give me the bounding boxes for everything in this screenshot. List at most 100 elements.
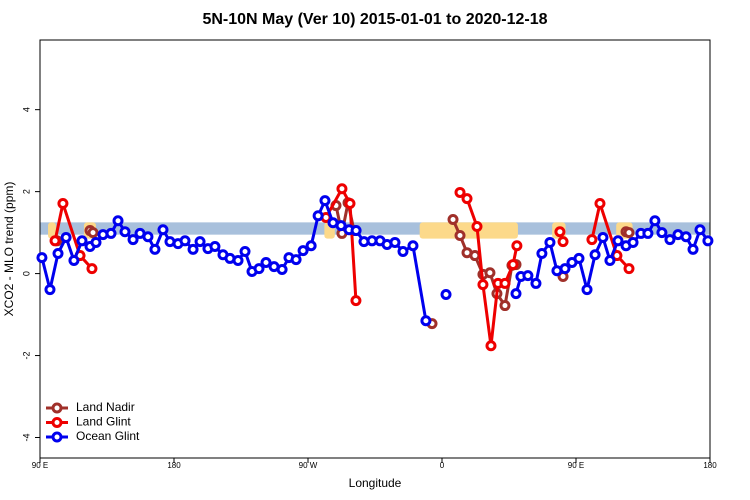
point <box>594 198 606 210</box>
point <box>60 232 72 244</box>
point <box>209 241 221 253</box>
point <box>297 245 309 257</box>
point <box>623 263 635 275</box>
point <box>319 195 331 207</box>
series-line <box>89 202 630 310</box>
point <box>573 252 585 264</box>
point <box>105 227 117 239</box>
point <box>87 227 99 239</box>
point <box>604 254 616 266</box>
x-tick-label: 180 <box>703 461 717 470</box>
point <box>36 252 48 264</box>
point <box>397 245 409 257</box>
point <box>656 227 668 239</box>
point <box>420 315 432 327</box>
point <box>407 240 419 252</box>
x-axis-label: Longitude <box>349 476 402 490</box>
point <box>350 295 362 307</box>
point <box>694 224 706 236</box>
point <box>702 235 714 247</box>
point <box>469 250 481 262</box>
point <box>499 300 511 312</box>
point <box>157 224 169 236</box>
x-tick-label: 90 E <box>32 461 48 470</box>
point <box>557 236 569 248</box>
point <box>454 229 466 241</box>
plot-frame <box>39 39 711 459</box>
point <box>484 267 496 279</box>
point <box>52 248 64 260</box>
point <box>627 236 639 248</box>
x-tick-label: 90 E <box>568 461 584 470</box>
point <box>276 263 288 275</box>
point <box>554 226 566 238</box>
y-tick-label: -4 <box>21 434 31 442</box>
x-tick-label: 180 <box>167 461 181 470</box>
point <box>290 254 302 266</box>
point <box>522 270 534 282</box>
point <box>312 210 324 222</box>
point <box>119 226 131 238</box>
x-tick-label: 90 W <box>299 461 318 470</box>
point <box>589 249 601 261</box>
point <box>581 284 593 296</box>
point <box>510 288 522 300</box>
x-tick-label: 0 <box>440 461 445 470</box>
y-tick-label: 0 <box>21 271 31 276</box>
point <box>485 340 497 352</box>
point <box>194 236 206 248</box>
point <box>664 234 676 246</box>
point <box>507 259 519 271</box>
point <box>447 213 459 225</box>
y-tick-label: -2 <box>21 352 31 360</box>
point <box>86 263 98 275</box>
y-tick-label: 2 <box>21 189 31 194</box>
y-axis-label: XCO2 - MLO trend (ppm) <box>2 182 16 317</box>
point <box>90 236 102 248</box>
point <box>454 186 466 198</box>
point <box>440 288 452 300</box>
chart-title: 5N-10N May (Ver 10) 2015-01-01 to 2020-1… <box>202 11 547 28</box>
legend-label: Land Nadir <box>76 400 135 414</box>
highlight <box>419 222 518 239</box>
point <box>623 227 635 239</box>
point <box>680 231 692 243</box>
point <box>149 243 161 255</box>
point <box>336 183 348 195</box>
point <box>649 215 661 227</box>
point <box>253 263 265 275</box>
point <box>239 245 251 257</box>
point <box>127 234 139 246</box>
point <box>112 215 124 227</box>
point <box>471 220 483 232</box>
legend-marker <box>51 431 63 443</box>
point <box>461 193 473 205</box>
point <box>260 257 272 269</box>
y-tick-label: 4 <box>21 107 31 112</box>
point <box>559 263 571 275</box>
point <box>68 254 80 266</box>
point <box>350 225 362 237</box>
series-line <box>53 185 631 346</box>
band <box>40 222 710 235</box>
legend-marker <box>51 417 63 428</box>
point <box>232 254 244 266</box>
point <box>586 234 598 246</box>
point <box>687 243 699 255</box>
point <box>179 235 191 247</box>
point <box>544 236 556 248</box>
point <box>389 236 401 248</box>
point <box>76 235 88 247</box>
point <box>57 198 69 210</box>
point <box>335 220 347 232</box>
point <box>344 198 356 210</box>
point <box>142 231 154 243</box>
point <box>642 227 654 239</box>
point <box>499 277 511 289</box>
legend-label: Ocean Glint <box>76 429 140 443</box>
point <box>530 277 542 289</box>
point <box>612 235 624 247</box>
point <box>597 232 609 244</box>
point <box>49 235 61 247</box>
